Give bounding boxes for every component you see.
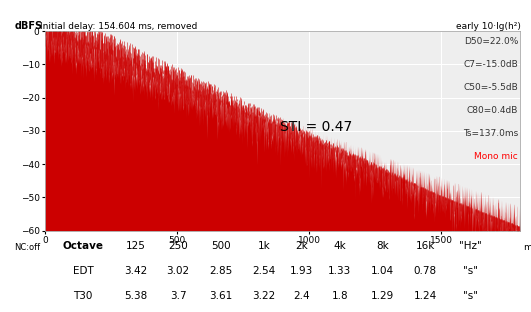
Text: 1k: 1k <box>258 241 270 251</box>
Text: Mono mic: Mono mic <box>474 152 518 161</box>
Text: 500: 500 <box>211 241 231 251</box>
Text: 2.54: 2.54 <box>252 266 276 276</box>
Text: ms: ms <box>523 243 531 251</box>
Text: 5.38: 5.38 <box>124 291 147 301</box>
Text: 2.85: 2.85 <box>209 266 233 276</box>
Text: 3.7: 3.7 <box>170 291 186 301</box>
Text: 16k: 16k <box>416 241 435 251</box>
Text: 3.42: 3.42 <box>124 266 147 276</box>
Text: 1.29: 1.29 <box>371 291 394 301</box>
Text: 1.24: 1.24 <box>414 291 437 301</box>
Text: 3.22: 3.22 <box>252 291 276 301</box>
Text: 1.93: 1.93 <box>290 266 313 276</box>
Text: early 10·lg(h²): early 10·lg(h²) <box>456 22 520 31</box>
Text: STI = 0.47: STI = 0.47 <box>280 120 352 134</box>
Text: C80=0.4dB: C80=0.4dB <box>467 106 518 115</box>
Text: 2k: 2k <box>295 241 308 251</box>
Text: "Hz": "Hz" <box>459 241 482 251</box>
Text: 2.4: 2.4 <box>294 291 310 301</box>
Text: C7=-15.0dB: C7=-15.0dB <box>463 60 518 69</box>
Text: 250: 250 <box>168 241 188 251</box>
Text: 1.8: 1.8 <box>331 291 348 301</box>
Text: "s": "s" <box>463 291 478 301</box>
Text: 0.78: 0.78 <box>414 266 437 276</box>
Text: 8k: 8k <box>376 241 389 251</box>
Text: 125: 125 <box>125 241 145 251</box>
Text: Ts=137.0ms: Ts=137.0ms <box>463 129 518 138</box>
Text: dBFS: dBFS <box>14 21 42 31</box>
Text: NC:off: NC:off <box>14 243 40 251</box>
Text: Octave: Octave <box>63 241 104 251</box>
Text: 4k: 4k <box>333 241 346 251</box>
Text: 1.33: 1.33 <box>328 266 352 276</box>
Text: T30: T30 <box>73 291 93 301</box>
Text: D50=22.0%: D50=22.0% <box>464 37 518 46</box>
Text: "s": "s" <box>463 266 478 276</box>
Text: EDT: EDT <box>73 266 93 276</box>
Text: 1.04: 1.04 <box>371 266 394 276</box>
Text: Initial delay: 154.604 ms, removed: Initial delay: 154.604 ms, removed <box>40 22 198 31</box>
Text: C50=-5.5dB: C50=-5.5dB <box>463 83 518 92</box>
Text: 3.02: 3.02 <box>167 266 190 276</box>
Text: 3.61: 3.61 <box>209 291 233 301</box>
